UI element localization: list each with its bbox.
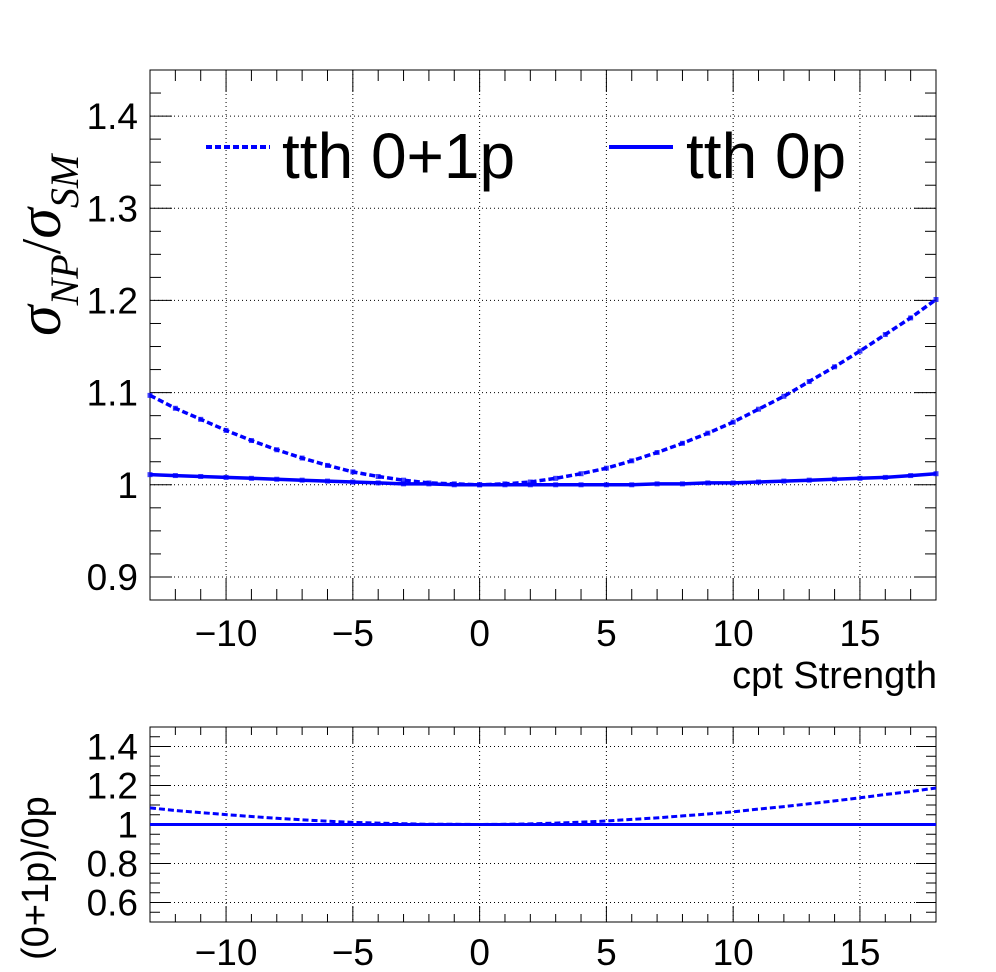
data-point: [147, 472, 153, 478]
data-point: [806, 477, 812, 483]
data-point: [299, 477, 305, 483]
y-tick-label: 1: [117, 805, 138, 846]
x-tick-label: −5: [332, 613, 374, 654]
data-point: [324, 478, 330, 484]
y-axis-title: σNP/σSM: [6, 152, 87, 336]
y-tick-label: 0.6: [87, 883, 138, 924]
data-point: [324, 462, 330, 468]
x-tick-label: −5: [332, 932, 374, 972]
data-point: [502, 482, 508, 488]
data-point: [679, 481, 685, 487]
data-point: [857, 475, 863, 481]
data-point: [553, 482, 559, 488]
data-point: [147, 392, 153, 398]
main-panel: −10 −5 0 5 10 15 0.9 1 1.1 1.2 1.3 1.4: [87, 69, 939, 654]
data-point: [350, 479, 356, 485]
data-point: [654, 481, 660, 487]
legend: tth 0+1p tth 0p: [206, 120, 846, 192]
data-point: [730, 480, 736, 486]
legend-label-tth-0p: tth 0p: [686, 120, 846, 192]
data-point: [908, 315, 914, 321]
x-tick-label: 5: [596, 613, 617, 654]
data-point: [527, 479, 533, 485]
y-tick-label: 1.2: [87, 280, 138, 321]
data-point: [857, 348, 863, 354]
x-tick-label: 10: [713, 932, 754, 972]
data-point: [756, 479, 762, 485]
x-axis-title: cpt Strength: [732, 655, 937, 697]
data-point: [578, 482, 584, 488]
y-tick-label: 1.4: [87, 727, 138, 768]
series-line-1: [149, 471, 937, 487]
data-point: [299, 455, 305, 461]
legend-label-tth-0-1p: tth 0+1p: [282, 120, 515, 192]
data-point: [248, 438, 254, 444]
data-point: [375, 480, 381, 486]
x-tick-label: 15: [839, 613, 880, 654]
data-point: [198, 416, 204, 422]
data-point: [781, 393, 787, 399]
x-tick-label: 0: [469, 613, 490, 654]
y-tick-label: 1.3: [87, 188, 138, 229]
data-point: [603, 482, 609, 488]
data-point: [401, 481, 407, 487]
data-point: [832, 476, 838, 482]
x-tick-label: 0: [469, 932, 490, 972]
data-point: [172, 473, 178, 479]
data-point: [730, 419, 736, 425]
y-tick-label: 0.9: [87, 557, 138, 598]
y-tick-label: 1.4: [87, 96, 138, 137]
data-point: [223, 427, 229, 433]
data-point: [375, 473, 381, 479]
y-tick-label: 0.8: [87, 844, 138, 885]
x-tick-label: −10: [195, 932, 258, 972]
data-point: [781, 478, 787, 484]
series-line-0: [149, 786, 937, 827]
data-point: [756, 406, 762, 412]
data-point: [832, 364, 838, 370]
data-point: [629, 458, 635, 464]
data-point: [654, 450, 660, 456]
data-point: [806, 379, 812, 385]
data-point: [401, 477, 407, 483]
data-point: [933, 297, 939, 303]
x-tick-label: 5: [596, 932, 617, 972]
data-point: [679, 440, 685, 446]
y-tick-label: 1.1: [87, 373, 138, 414]
data-point: [274, 476, 280, 482]
svg-text:σNP/σSM: σNP/σSM: [6, 152, 87, 336]
data-point: [350, 469, 356, 475]
x-tick-label: −10: [195, 613, 258, 654]
data-point: [629, 482, 635, 488]
data-point: [882, 474, 888, 480]
data-point: [882, 332, 888, 338]
data-point: [451, 482, 457, 488]
data-point: [705, 480, 711, 486]
data-point: [553, 475, 559, 481]
ratio-panel: −10 −5 0 5 10 15 0.60.811.21.4: [87, 726, 937, 972]
data-point: [198, 473, 204, 479]
plot-frame: [149, 69, 937, 601]
data-point: [933, 471, 939, 477]
data-point: [223, 474, 229, 480]
data-point: [908, 473, 914, 479]
series-line-0: [149, 298, 938, 487]
y-tick-label: 1: [117, 465, 138, 506]
x-tick-label: 10: [713, 613, 754, 654]
data-point: [603, 465, 609, 471]
x-tick-label: 15: [839, 932, 880, 972]
data-point: [477, 482, 483, 488]
data-point: [578, 471, 584, 477]
ratio-y-axis-title: (0+1p)/0p: [15, 796, 57, 960]
data-point: [527, 482, 533, 488]
y-tick-label: 1.2: [87, 766, 138, 807]
data-point: [426, 481, 432, 487]
data-point: [248, 475, 254, 481]
data-point: [172, 405, 178, 411]
data-point: [705, 430, 711, 436]
data-point: [274, 447, 280, 453]
